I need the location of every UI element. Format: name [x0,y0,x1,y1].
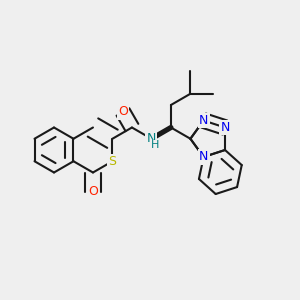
Text: N: N [199,151,208,164]
Text: O: O [118,105,128,119]
Text: H: H [151,140,160,150]
Text: O: O [88,185,98,198]
Text: S: S [109,155,116,168]
Text: N: N [147,132,156,145]
Text: N: N [220,121,230,134]
Text: N: N [199,114,208,127]
